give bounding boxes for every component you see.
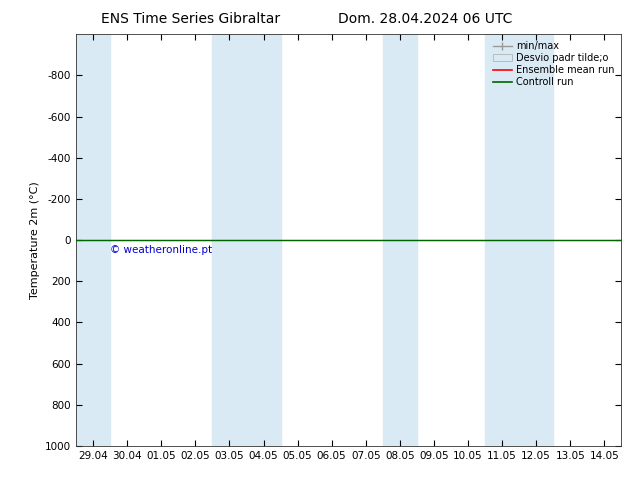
Y-axis label: Temperature 2m (°C): Temperature 2m (°C): [30, 181, 39, 299]
Bar: [212, 34, 280, 446]
Legend: min/max, Desvio padr tilde;o, Ensemble mean run, Controll run: min/max, Desvio padr tilde;o, Ensemble m…: [491, 39, 616, 89]
Text: Dom. 28.04.2024 06 UTC: Dom. 28.04.2024 06 UTC: [337, 12, 512, 26]
Bar: [485, 34, 553, 446]
Text: ENS Time Series Gibraltar: ENS Time Series Gibraltar: [101, 12, 280, 26]
Text: © weatheronline.pt: © weatheronline.pt: [110, 245, 212, 255]
Bar: [383, 34, 417, 446]
Bar: [76, 34, 110, 446]
